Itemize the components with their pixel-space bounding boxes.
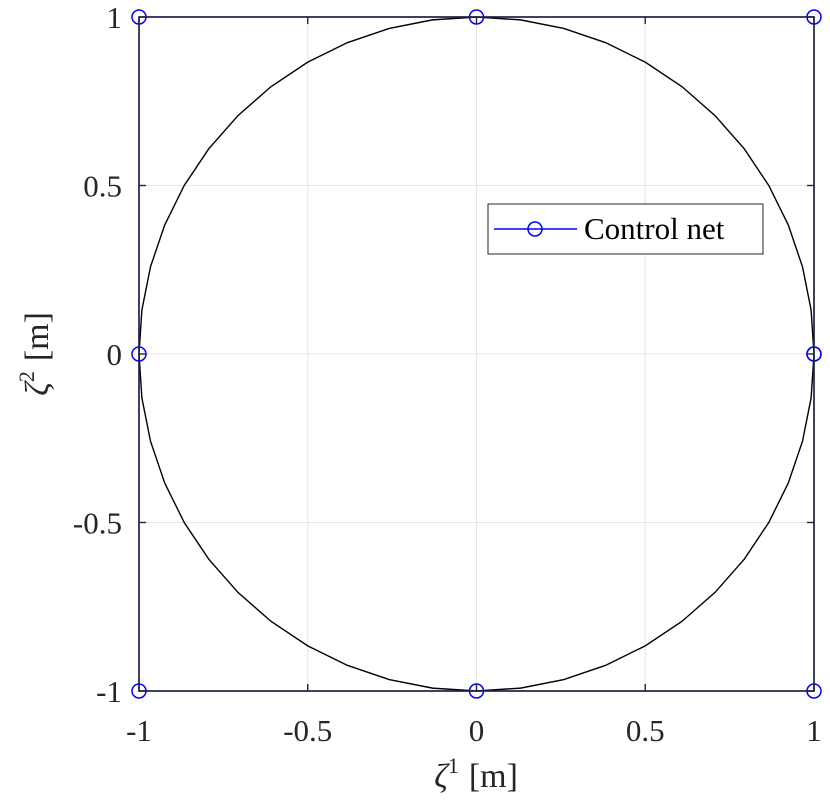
x-tick-label: 1 xyxy=(806,713,822,748)
tick-marks xyxy=(138,16,815,692)
legend-marker-control-net xyxy=(527,221,543,237)
x-axis-label-unit: [m] xyxy=(469,758,518,795)
x-tick-label: -0.5 xyxy=(283,713,332,748)
plot-area xyxy=(131,9,822,699)
y-axis-label: ζ2 [m] xyxy=(14,312,56,396)
legend: Control net xyxy=(487,203,764,255)
y-tick-label: -1 xyxy=(96,674,122,709)
x-tick-labels: -1 -0.5 0 0.5 1 xyxy=(126,713,822,748)
y-tick-labels: -1 -0.5 0 0.5 1 xyxy=(73,0,122,709)
y-axis-label-unit: [m] xyxy=(19,312,56,361)
x-tick-label: 0 xyxy=(469,713,485,748)
y-axis-label-sup: 2 xyxy=(14,371,39,382)
y-tick-label: 0 xyxy=(107,337,123,372)
x-axis-label-symbol: ζ xyxy=(434,758,450,795)
x-axis-label: ζ1 [m] xyxy=(434,753,518,795)
y-axis-label-symbol: ζ xyxy=(19,380,56,396)
y-tick-label: 0.5 xyxy=(83,169,122,204)
x-tick-label: 0.5 xyxy=(626,713,665,748)
x-tick-label: -1 xyxy=(126,713,152,748)
y-tick-label: -0.5 xyxy=(73,506,122,541)
x-axis-label-sup: 1 xyxy=(448,753,459,778)
legend-label-control-net: Control net xyxy=(584,211,725,246)
y-tick-label: 1 xyxy=(107,0,123,35)
